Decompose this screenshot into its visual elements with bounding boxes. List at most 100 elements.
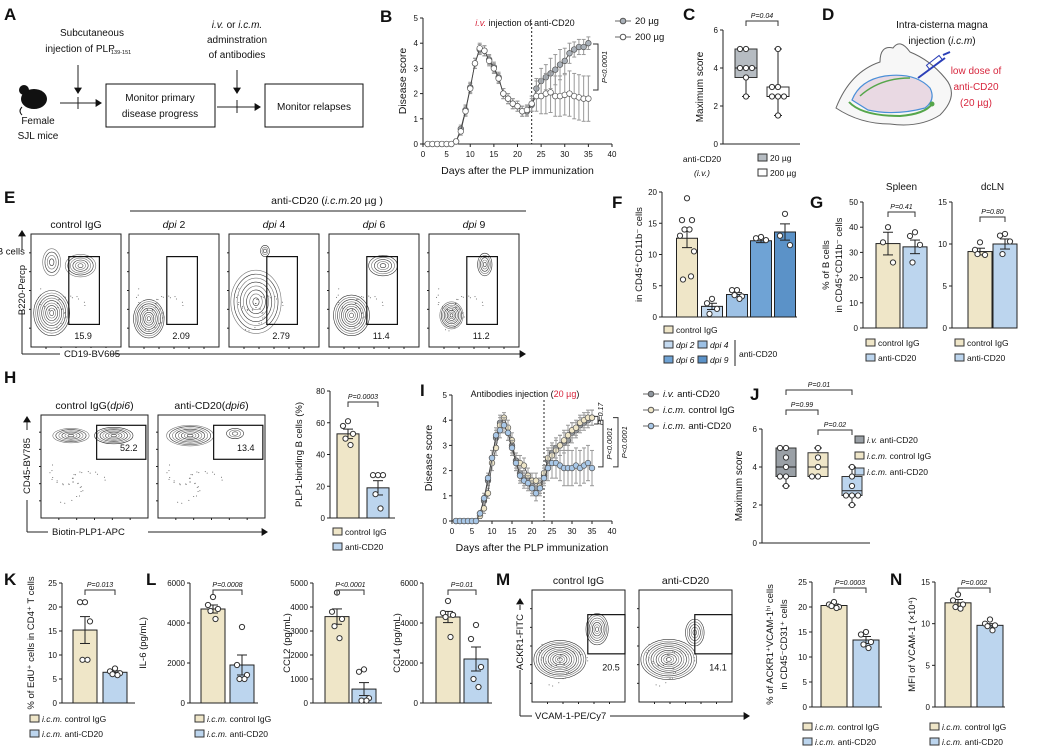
gate-percentage: 11.2 <box>473 331 490 341</box>
data-point <box>848 492 856 499</box>
data-point <box>986 616 994 623</box>
data-point <box>448 140 455 148</box>
gate-percentage: 14.1 <box>709 663 727 673</box>
event-dot <box>49 310 51 312</box>
label-bg <box>60 348 110 359</box>
data-point <box>776 444 784 452</box>
flow-plot: control IgG 15.9 <box>29 219 122 349</box>
label-bg <box>48 526 148 537</box>
legend-label: control IgG <box>676 325 718 335</box>
event-dot <box>482 304 484 306</box>
event-dot <box>674 671 676 673</box>
event-dot <box>655 684 657 686</box>
label-bg <box>514 610 526 670</box>
data-point <box>470 675 477 683</box>
p-value: P=0.99 <box>791 402 813 409</box>
event-dot <box>669 678 671 680</box>
arrow-head <box>18 230 26 237</box>
contour <box>107 432 120 439</box>
event-dot <box>268 295 270 297</box>
legend-marker <box>619 17 627 25</box>
data-point <box>842 492 850 499</box>
data-point <box>776 232 784 239</box>
event-dot <box>254 327 256 329</box>
data-point <box>974 250 981 258</box>
panel-label: B <box>380 7 392 26</box>
brain-illustration: Intra-cisterna magna injection (i.c.m) low… <box>835 20 1002 126</box>
y-tick-label: 4 <box>414 39 419 48</box>
legend-label: dpi 2 <box>676 340 695 350</box>
data-point <box>212 615 219 623</box>
y-tick-label: 0 <box>321 514 326 523</box>
event-dot <box>694 660 696 662</box>
data-point <box>867 638 875 646</box>
event-dot <box>438 288 440 290</box>
event-dot <box>469 297 471 299</box>
text-run: anti-CD20 <box>62 729 103 739</box>
text-run: or <box>224 20 238 31</box>
data-point <box>708 295 716 302</box>
label-bg <box>16 250 28 310</box>
y-tick-label: 1 <box>443 492 448 501</box>
y-axis-label: in CD45⁻CD31⁺ cells <box>779 599 790 690</box>
y-tick-label: 1 <box>414 115 419 124</box>
bar <box>750 240 772 318</box>
arrow-head <box>519 350 526 358</box>
significance-bracket <box>84 589 116 595</box>
data-point <box>114 672 121 679</box>
contour <box>133 299 165 339</box>
y-tick-label: 10 <box>849 299 858 308</box>
legend-swatch <box>929 737 940 746</box>
y-axis-label: CCL4 (pg/mL) <box>392 613 403 673</box>
plot-title: control IgG <box>553 575 604 587</box>
p-value: P<0.0001 <box>620 426 629 458</box>
plot-title: anti-CD20 <box>662 575 709 587</box>
contour <box>249 293 263 311</box>
legend-swatch <box>854 467 865 476</box>
bar <box>902 246 928 329</box>
text-run: i.c.m. <box>663 405 686 416</box>
event-dot <box>368 295 370 297</box>
legend-swatch <box>663 325 674 334</box>
event-dot <box>361 295 363 297</box>
event-dot <box>246 308 248 310</box>
data-point <box>909 259 916 266</box>
event-dot <box>646 652 648 654</box>
event-dot <box>345 329 347 331</box>
series <box>424 36 592 148</box>
event-dot <box>358 322 360 324</box>
chart-title: dcLN <box>981 182 1004 193</box>
legend-title: anti-CD20 <box>683 154 722 164</box>
data-point <box>733 287 741 294</box>
event-dot <box>586 657 588 659</box>
event-dot <box>71 499 73 501</box>
box-relapses <box>264 83 364 128</box>
y-tick-label: 10 <box>648 251 657 260</box>
data-point <box>328 608 336 615</box>
legend-title: (i.v.) <box>694 168 710 178</box>
flow-panel-H: control IgG(dpi6)52.2anti-CD20(dpi6)13.4… <box>20 400 268 538</box>
y-axis-label: % of B cells <box>821 240 832 290</box>
event-dot <box>565 651 567 653</box>
line-chart-B: 0 1 2 3 4 5 0 5 10 15 20 25 30 35 40 20 µg 200 µg i.v. in… <box>397 14 664 177</box>
data-point <box>109 671 116 678</box>
contour <box>595 626 599 632</box>
y-tick-label: 20 <box>849 274 858 283</box>
event-dot <box>481 301 483 303</box>
data-point <box>585 40 592 47</box>
data-point <box>471 60 479 67</box>
event-dot <box>541 657 543 659</box>
contour <box>94 427 134 445</box>
data-point <box>781 210 789 217</box>
gate-percentage: 11.4 <box>373 331 390 341</box>
legend-swatch <box>29 714 40 723</box>
text-run: anti-CD20 <box>227 729 268 739</box>
event-dot <box>258 322 260 324</box>
data-point <box>686 226 693 233</box>
event-dot <box>672 668 674 670</box>
legend-label: 20 µg <box>635 16 659 27</box>
contour <box>592 622 603 637</box>
data-point <box>467 85 474 92</box>
event-dot <box>169 476 171 478</box>
contour <box>347 310 356 321</box>
